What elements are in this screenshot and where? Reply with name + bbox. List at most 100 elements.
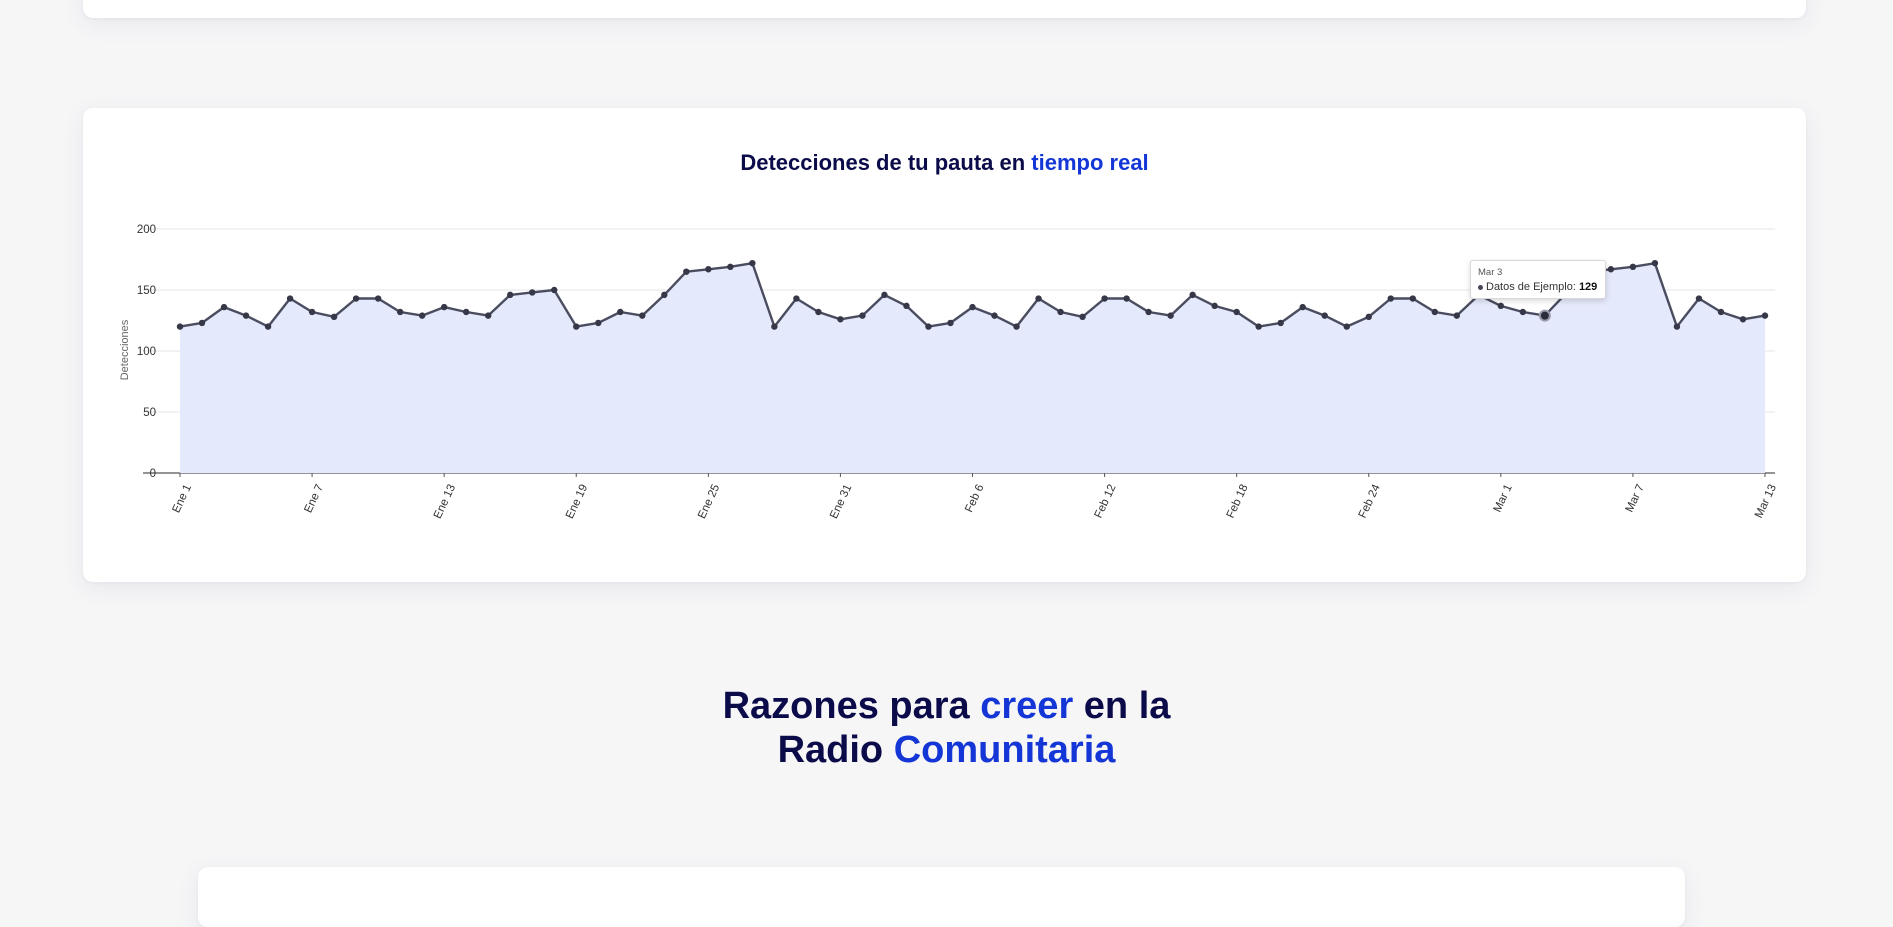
data-point[interactable]: [484, 312, 492, 319]
data-point[interactable]: [198, 319, 206, 327]
data-point[interactable]: [925, 323, 932, 330]
data-point[interactable]: [1057, 308, 1064, 316]
data-point[interactable]: [551, 286, 558, 294]
y-tick-label: 100: [137, 346, 156, 358]
data-point[interactable]: [1519, 308, 1527, 316]
data-point[interactable]: [308, 308, 316, 316]
x-tick-label: Feb 6: [963, 483, 986, 515]
data-point[interactable]: [1365, 313, 1372, 321]
data-point[interactable]: [771, 323, 778, 330]
data-point[interactable]: [286, 295, 294, 302]
x-tick-label: Feb 18: [1225, 483, 1251, 521]
data-point[interactable]: [176, 323, 184, 330]
data-point[interactable]: [1255, 323, 1262, 330]
x-tick-label: Ene 1: [170, 483, 194, 515]
data-point[interactable]: [859, 312, 866, 319]
data-point[interactable]: [617, 308, 624, 316]
data-point[interactable]: [1739, 316, 1747, 323]
data-point[interactable]: [1013, 323, 1020, 330]
data-point[interactable]: [1123, 295, 1130, 302]
data-point[interactable]: [639, 312, 646, 319]
detections-chart: 0 50 100 150 200 Ene 1 Ene 7 Ene 13 Ene 19 Ene 25…: [119, 224, 1779, 521]
data-point[interactable]: [1453, 312, 1461, 319]
data-point[interactable]: [991, 312, 998, 319]
data-point[interactable]: [529, 289, 536, 296]
data-point[interactable]: [507, 291, 514, 299]
data-point[interactable]: [352, 295, 360, 302]
data-point[interactable]: [837, 316, 844, 323]
data-point-highlighted[interactable]: [1538, 309, 1551, 322]
tooltip-row: Datos de Ejemplo: 129: [1478, 281, 1597, 293]
x-tick-label: Ene 31: [828, 483, 854, 521]
data-point[interactable]: [573, 323, 580, 330]
x-tick-label: Feb 24: [1357, 482, 1383, 520]
data-point[interactable]: [749, 259, 756, 267]
data-point[interactable]: [1145, 308, 1152, 316]
data-point[interactable]: [727, 263, 734, 271]
heading-accent: creer: [980, 685, 1074, 727]
tooltip-date: Mar 3: [1478, 267, 1503, 278]
data-point[interactable]: [220, 303, 228, 311]
chart-title: Detecciones de tu pauta en tiempo real: [83, 150, 1806, 176]
data-point[interactable]: [396, 308, 404, 316]
data-tooltip: Mar 3 Datos de Ejemplo: 129: [1470, 260, 1607, 299]
y-tick-label: 0: [150, 468, 156, 480]
data-point[interactable]: [969, 303, 976, 311]
data-point[interactable]: [1387, 295, 1394, 302]
data-point[interactable]: [815, 308, 822, 316]
y-tick-label: 200: [137, 224, 156, 236]
tooltip-value: 129: [1578, 281, 1598, 293]
data-point[interactable]: [705, 266, 712, 273]
x-tick-label: Feb 12: [1093, 483, 1119, 521]
data-point[interactable]: [1673, 323, 1681, 330]
data-point[interactable]: [1629, 263, 1637, 271]
data-point[interactable]: [1101, 295, 1108, 302]
top-card: [83, 0, 1806, 18]
section-heading-line2: Radio Comunitaria: [0, 728, 1893, 772]
data-point[interactable]: [462, 308, 470, 316]
data-point[interactable]: [1233, 308, 1240, 316]
data-point[interactable]: [1211, 302, 1218, 310]
chart-title-text: Detecciones de tu pauta en: [740, 150, 1032, 175]
data-point[interactable]: [1299, 303, 1306, 311]
data-point[interactable]: [374, 295, 382, 302]
data-point[interactable]: [793, 295, 800, 302]
heading-accent: Comunitaria: [893, 729, 1116, 771]
data-point[interactable]: [1695, 295, 1703, 302]
data-point[interactable]: [947, 319, 954, 327]
data-point[interactable]: [1409, 295, 1416, 302]
series-area: [180, 263, 1765, 473]
data-point[interactable]: [1167, 312, 1174, 319]
data-point[interactable]: [661, 291, 668, 299]
data-point[interactable]: [1079, 313, 1086, 321]
data-point[interactable]: [264, 323, 272, 330]
data-point[interactable]: [595, 319, 602, 327]
data-point[interactable]: [1035, 295, 1042, 302]
data-point[interactable]: [1761, 312, 1769, 319]
data-point[interactable]: [1277, 319, 1284, 327]
data-point[interactable]: [1607, 266, 1615, 273]
data-point[interactable]: [418, 312, 426, 319]
data-point[interactable]: [683, 268, 690, 275]
data-point[interactable]: [1651, 259, 1659, 267]
data-point[interactable]: [242, 312, 250, 319]
data-point[interactable]: [1431, 308, 1438, 316]
x-tick-label: Ene 19: [564, 483, 590, 521]
x-tick-label: Ene 13: [432, 483, 458, 521]
data-point[interactable]: [330, 313, 338, 321]
x-tick-label: Mar 13: [1753, 483, 1779, 521]
x-tick-label: Ene 7: [303, 483, 327, 515]
data-point[interactable]: [903, 302, 910, 310]
data-point[interactable]: [440, 303, 448, 311]
data-point[interactable]: [881, 291, 888, 299]
section-heading: Razones para creer en la Radio Comunitar…: [0, 684, 1893, 772]
data-point[interactable]: [1343, 323, 1350, 330]
x-tick-label: Ene 25: [696, 483, 722, 521]
data-point[interactable]: [1717, 308, 1725, 316]
data-point[interactable]: [1189, 291, 1196, 299]
chart-title-accent: tiempo real: [1031, 150, 1149, 175]
data-point[interactable]: [1497, 302, 1505, 310]
heading-text: en la: [1073, 685, 1171, 727]
heading-text: Razones para: [722, 685, 981, 727]
data-point[interactable]: [1321, 312, 1328, 319]
